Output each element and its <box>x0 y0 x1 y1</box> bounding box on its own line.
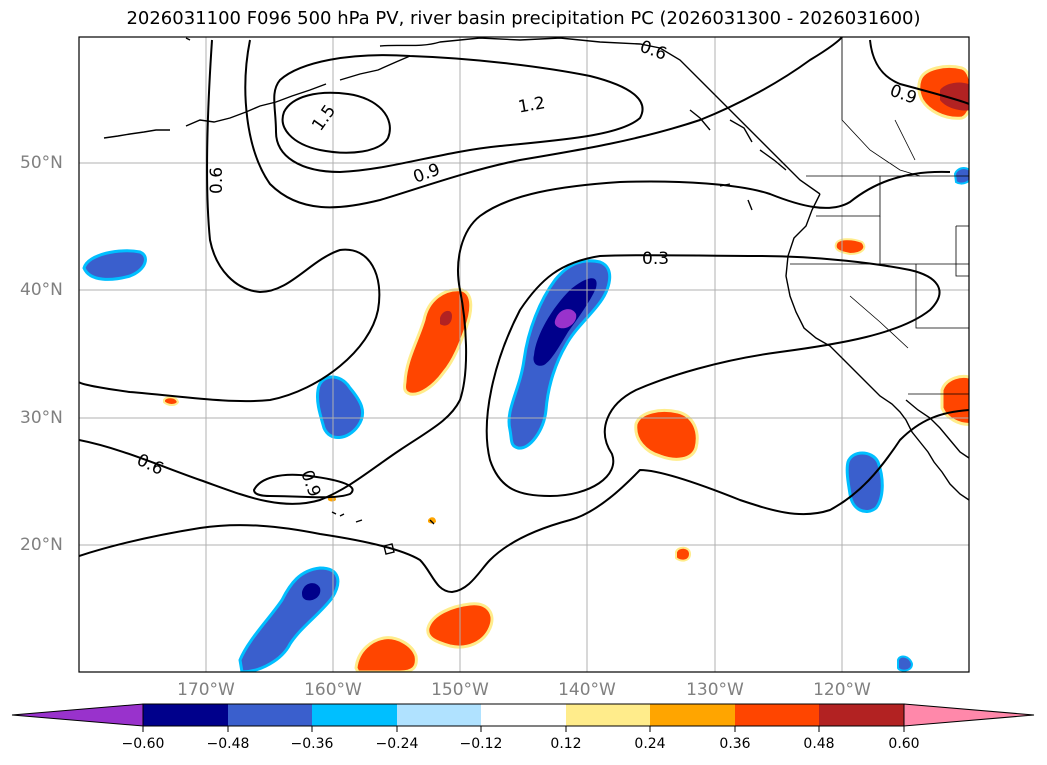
pos-anomaly-small-3 <box>163 396 180 406</box>
contour-0-3 <box>485 254 941 498</box>
contour-1-2 <box>273 54 644 174</box>
colorbar <box>11 703 1035 732</box>
map-title: 2026031100 F096 500 hPa PV, river basin … <box>126 8 921 29</box>
colorbar-tick-label: 0.12 <box>550 736 582 752</box>
contour-label: 1.5 <box>308 101 340 135</box>
colorbar-bin <box>566 704 650 726</box>
colorbar-extend-left <box>11 703 144 727</box>
pos-anomaly-south-b <box>354 636 418 672</box>
contour-label: 0.6 <box>207 167 227 194</box>
neg-anomaly-se-corner <box>897 655 914 672</box>
colorbar-extend-right <box>903 703 1035 727</box>
west-coast-us <box>785 193 969 501</box>
colorbar-bin <box>481 704 566 726</box>
pos-anomaly-small-5 <box>428 517 436 524</box>
lon-label-140w: 140°W <box>558 680 616 700</box>
colorbar-tick-label: 0.48 <box>803 736 835 752</box>
neg-anomaly-baja <box>845 451 884 513</box>
lon-label-170w: 170°W <box>177 680 235 700</box>
gulf-california <box>905 399 969 459</box>
colorbar-bin <box>312 704 397 726</box>
colorbar-tick-label: −0.36 <box>290 736 334 752</box>
colorbar-tick-label: 0.60 <box>888 736 920 752</box>
contour-1-5 <box>281 91 391 154</box>
pos-anomaly-small-1 <box>834 238 866 256</box>
colorbar-bin <box>819 704 904 726</box>
map-frame <box>78 36 970 673</box>
contour-0-6-south <box>79 409 969 594</box>
colorbar-bin <box>228 704 312 726</box>
lon-label-120w: 120°W <box>813 680 871 700</box>
pos-anomaly-small-2 <box>675 546 692 562</box>
lon-label-160w: 160°W <box>304 680 362 700</box>
contour-0-6-main <box>79 39 381 403</box>
neg-anomaly-south <box>238 566 340 672</box>
lat-label-50n: 50°N <box>20 153 63 173</box>
contour-label: 0.9 <box>411 160 443 188</box>
contour-0-9-south <box>252 473 354 499</box>
colorbar-tick-label: −0.60 <box>121 736 165 752</box>
lat-label-30n: 30°N <box>20 408 63 428</box>
contour-label: 0.6 <box>637 37 669 65</box>
contour-0-9-ne <box>869 39 969 105</box>
hawaii-islands <box>331 511 395 555</box>
contour-label: 0.3 <box>642 249 669 269</box>
lat-label-20n: 20°N <box>20 535 63 555</box>
colorbar-tick-label: 0.24 <box>634 736 666 752</box>
alaska-coast <box>379 37 821 195</box>
contour-label: 1.2 <box>517 93 547 117</box>
pos-anomaly-east-30n <box>634 409 699 461</box>
colorbar-bin <box>143 704 228 726</box>
lon-label-130w: 130°W <box>686 680 744 700</box>
pos-core-central-40n <box>440 310 452 326</box>
gridlines <box>79 37 969 672</box>
coastlines <box>103 37 969 555</box>
contour-0-6-loop <box>79 170 951 505</box>
colorbar-bin <box>735 704 819 726</box>
pos-anomaly-central-40n <box>403 288 473 396</box>
contour-label: 0.9 <box>296 468 324 500</box>
contour-label: 0.6 <box>134 450 167 480</box>
colorbar-frame <box>142 703 905 727</box>
colorbar-tick-label: −0.48 <box>206 736 250 752</box>
pos-core-alaska <box>940 82 969 111</box>
colorbar-bin <box>397 704 481 726</box>
neg-anomaly-central-30n <box>316 375 364 439</box>
colorbar-tick-label: 0.36 <box>719 736 751 752</box>
small-islands <box>185 37 435 525</box>
colorbar-tick-label: −0.12 <box>459 736 503 752</box>
colorbar-tick-label: −0.24 <box>375 736 419 752</box>
neg-core-south <box>302 583 321 601</box>
colorbar-bin <box>650 704 735 726</box>
pv-contours <box>79 37 969 594</box>
neg-peak-main-band <box>554 309 577 329</box>
contour-0-9-north <box>244 37 843 209</box>
neg-anomaly-west-pacific <box>82 249 147 281</box>
bc-islands <box>689 109 787 211</box>
pos-anomaly-mexico <box>940 375 969 426</box>
precip-shading <box>82 65 969 672</box>
contour-label: 0.9 <box>887 81 919 109</box>
lat-label-40n: 40°N <box>20 280 63 300</box>
lon-label-150w: 150°W <box>431 680 489 700</box>
